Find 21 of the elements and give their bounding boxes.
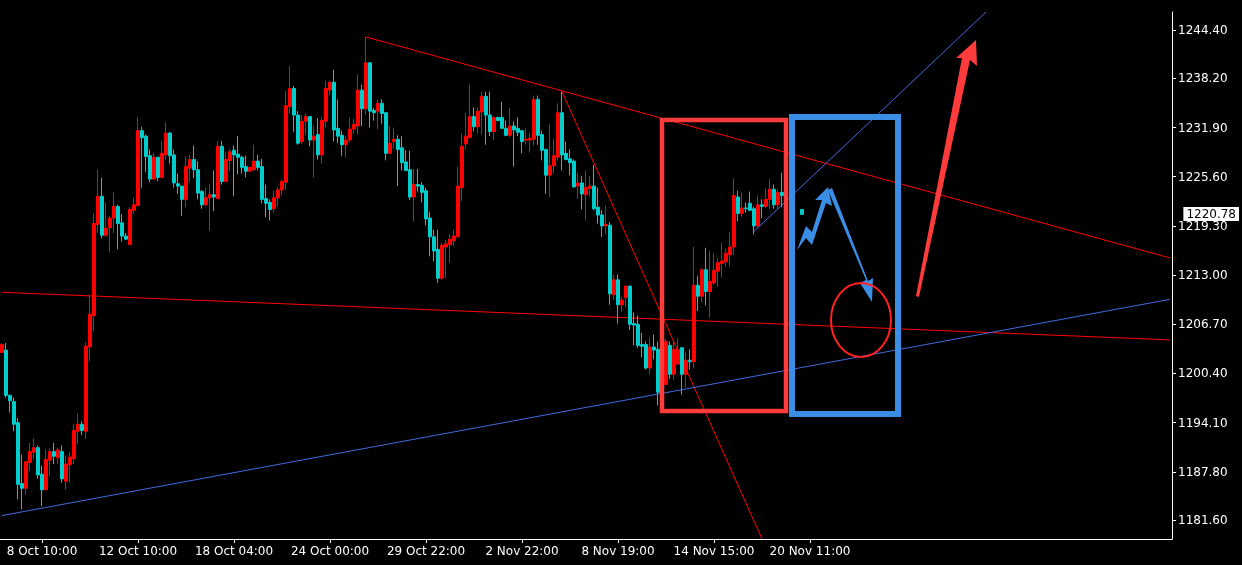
x-tick-label: 8 Nov 19:00 [581,544,655,558]
x-tick-label: 20 Nov 11:00 [769,544,851,558]
y-tick-label: 1194.10 [1178,415,1228,430]
x-tick-label: 12 Oct 10:00 [98,544,178,558]
y-tick-label: 1231.90 [1178,120,1228,135]
y-tick-label: 1200.40 [1178,366,1228,381]
y-tick-label: 1238.20 [1178,71,1228,86]
x-tick-label: 14 Nov 15:00 [673,544,755,558]
y-tick-label: 1206.70 [1178,317,1228,332]
y-tick-label: 1213.00 [1178,268,1228,283]
x-tick-label: 2 Nov 22:00 [485,544,559,558]
x-tick-label: 24 Oct 00:00 [290,544,370,558]
x-tick-label: 8 Oct 10:00 [6,544,78,558]
y-tick-label: 1225.60 [1178,169,1228,184]
y-tick-label: 1181.60 [1178,513,1228,528]
y-tick-label: 1187.80 [1178,464,1228,479]
y-tick-label: 1244.40 [1178,22,1228,37]
x-tick-label: 29 Oct 22:00 [386,544,466,558]
x-tick-label: 18 Oct 04:00 [194,544,274,558]
text: 1220.78 [1186,207,1236,221]
y-tick-label: 1219.30 [1178,218,1228,233]
